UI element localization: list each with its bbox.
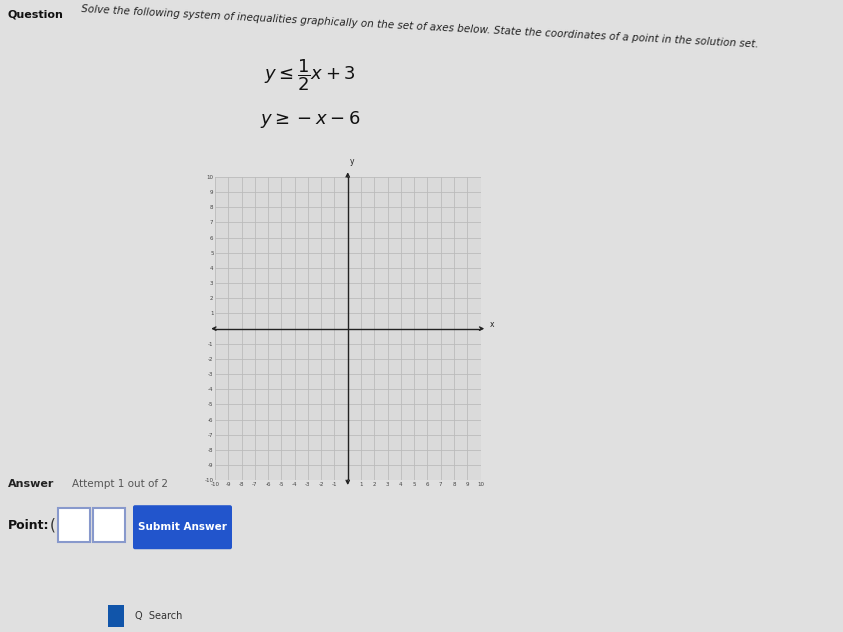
Bar (58, 508, 90, 542)
Text: Q  Search: Q Search (135, 611, 182, 621)
Text: Point:: Point: (8, 519, 50, 532)
FancyBboxPatch shape (133, 505, 232, 549)
Text: Answer: Answer (8, 479, 55, 489)
Text: (: ( (50, 518, 56, 533)
Text: $y \geq -x - 6$: $y \geq -x - 6$ (260, 109, 360, 130)
Bar (108, 605, 124, 627)
Bar (93, 508, 125, 542)
Text: Submit Answer: Submit Answer (137, 522, 227, 532)
Text: $y \leq \dfrac{1}{2}x + 3$: $y \leq \dfrac{1}{2}x + 3$ (264, 57, 356, 93)
Text: Question: Question (8, 10, 64, 20)
Text: Attempt 1 out of 2: Attempt 1 out of 2 (72, 479, 168, 489)
Text: x: x (490, 320, 494, 329)
Text: Solve the following system of inequalities graphically on the set of axes below.: Solve the following system of inequaliti… (81, 4, 759, 49)
Text: y: y (350, 157, 354, 166)
